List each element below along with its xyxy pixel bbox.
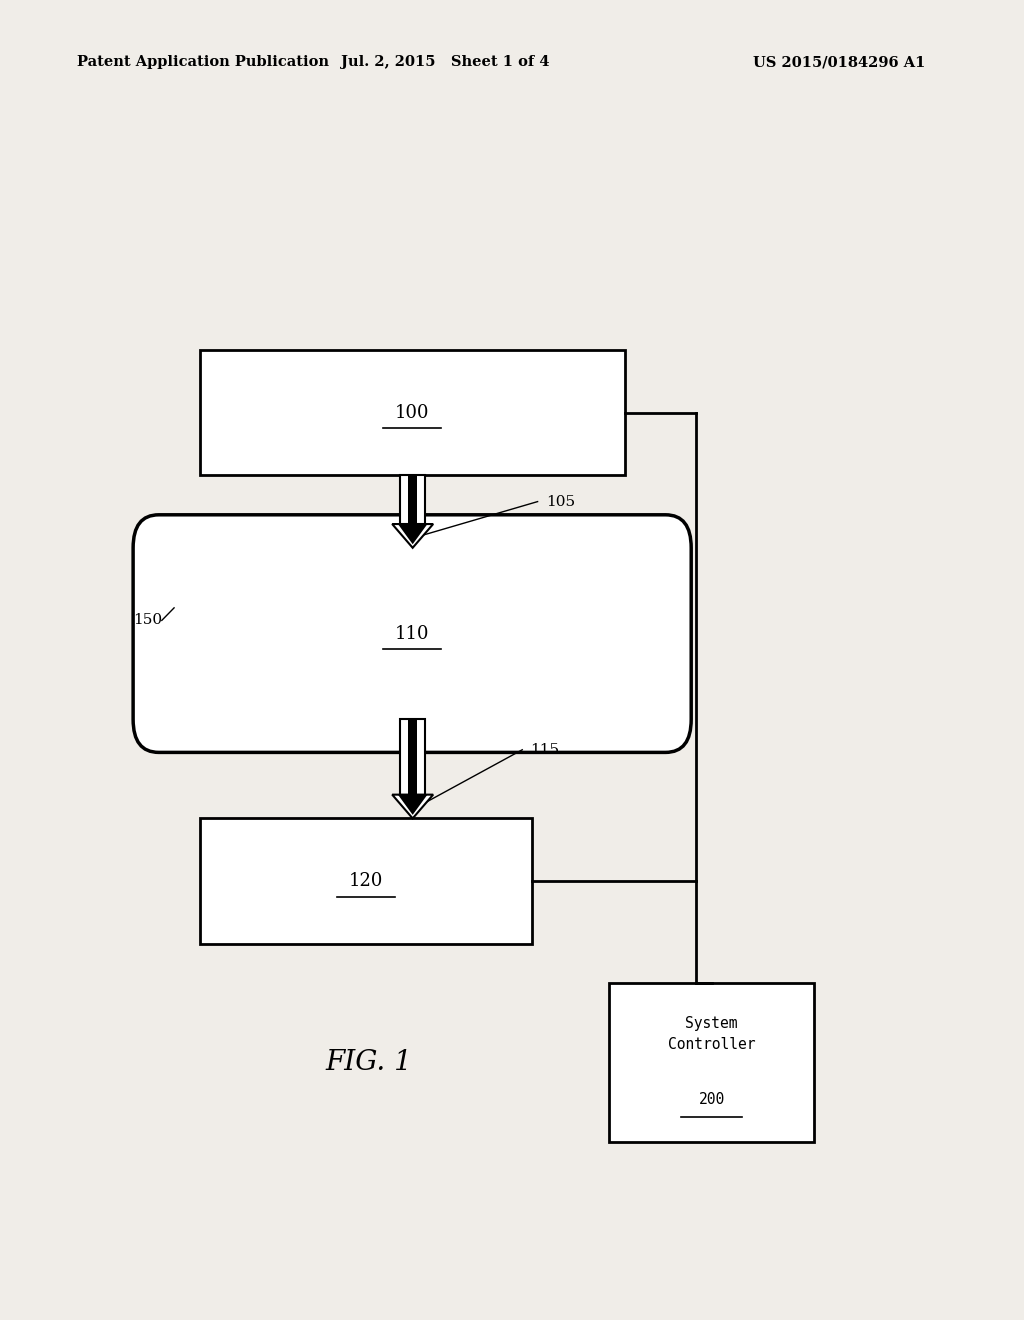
Polygon shape (400, 475, 425, 524)
Text: 105: 105 (546, 495, 574, 508)
Polygon shape (392, 795, 433, 818)
Polygon shape (408, 475, 418, 524)
Polygon shape (392, 524, 433, 548)
Text: Jul. 2, 2015   Sheet 1 of 4: Jul. 2, 2015 Sheet 1 of 4 (341, 55, 550, 69)
Text: Patent Application Publication: Patent Application Publication (77, 55, 329, 69)
Text: 100: 100 (395, 404, 429, 421)
Text: 120: 120 (349, 873, 383, 890)
FancyBboxPatch shape (133, 515, 691, 752)
FancyBboxPatch shape (609, 983, 814, 1142)
Text: 110: 110 (395, 624, 429, 643)
Polygon shape (398, 795, 427, 814)
Polygon shape (398, 524, 427, 544)
FancyBboxPatch shape (200, 818, 532, 944)
Text: 200: 200 (698, 1092, 725, 1107)
Polygon shape (408, 719, 418, 795)
Text: 115: 115 (530, 743, 559, 756)
Text: FIG. 1: FIG. 1 (326, 1049, 412, 1076)
Text: US 2015/0184296 A1: US 2015/0184296 A1 (754, 55, 926, 69)
Polygon shape (400, 719, 425, 795)
FancyBboxPatch shape (200, 350, 625, 475)
Text: 150: 150 (133, 614, 162, 627)
Text: System
Controller: System Controller (668, 1015, 756, 1052)
